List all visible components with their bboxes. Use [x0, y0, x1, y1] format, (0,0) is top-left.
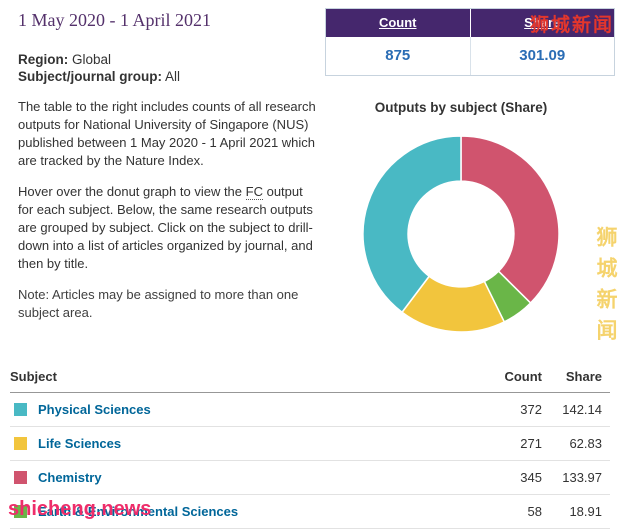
donut-segment-chemistry[interactable] [460, 135, 560, 305]
subject-color-swatch [14, 505, 27, 518]
date-range-heading: 1 May 2020 - 1 April 2021 [18, 10, 211, 30]
subject-cell: Earth & Environmental Sciences [10, 494, 490, 529]
subject-link[interactable]: Life Sciences [38, 436, 122, 451]
subject-link[interactable]: Chemistry [38, 470, 102, 485]
subject-count: 345 [490, 460, 550, 495]
subject-cell: Chemistry [10, 460, 490, 495]
subject-count: 271 [490, 426, 550, 461]
description-panel: 1 May 2020 - 1 April 2021 Region: Global… [18, 10, 316, 322]
subject-count: 58 [490, 494, 550, 529]
subject-group-label: Subject/journal group: [18, 69, 162, 84]
column-header-count: Count [490, 364, 550, 393]
table-row: Earth & Environmental Sciences 58 18.91 [10, 494, 610, 529]
subject-share: 62.83 [550, 426, 610, 461]
subject-group-value: All [165, 69, 181, 84]
subject-color-swatch [14, 437, 27, 450]
watermark-side-vertical: 狮城新闻 [594, 226, 617, 350]
subject-share: 142.14 [550, 392, 610, 427]
subject-share: 18.91 [550, 494, 610, 529]
watermark-top-right: 狮城新闻 [529, 15, 614, 36]
column-header-subject: Subject [10, 364, 490, 393]
summary-header-share: Share [469, 9, 615, 37]
paragraph-2-end: output for each subject. Below, the same… [18, 184, 313, 271]
subject-count: 372 [490, 392, 550, 427]
region-value: Global [72, 52, 112, 67]
region-label: Region: [18, 52, 69, 67]
table-row: Physical Sciences 372 142.14 [10, 392, 610, 427]
fc-abbreviation: FC [245, 184, 263, 200]
share-header-label: Share [524, 15, 561, 30]
summary-header-count: Count [326, 9, 470, 37]
subject-share: 133.97 [550, 460, 610, 495]
subject-link[interactable]: Physical Sciences [38, 402, 151, 417]
subject-color-swatch [14, 403, 27, 416]
note-text: Note: Articles may be assigned to more t… [18, 287, 299, 320]
donut-chart-svg [362, 135, 560, 333]
description-paragraph-2: Hover over the donut graph to view the F… [18, 183, 316, 273]
count-header-label: Count [378, 15, 417, 30]
description-paragraph-1: The table to the right includes counts o… [18, 99, 316, 168]
region-line: Region: Global [18, 51, 316, 68]
column-header-share: Share [550, 364, 610, 393]
donut-chart-title: Outputs by subject (Share) [374, 100, 548, 115]
donut-segment-physical-sciences[interactable] [362, 135, 462, 314]
summary-share-value: 301.09 [469, 37, 615, 75]
summary-header-row: Count Share [326, 9, 614, 37]
subject-color-swatch [14, 471, 27, 484]
donut-chart [360, 133, 562, 335]
paragraph-2-start: Hover over the donut graph to view the [18, 184, 246, 199]
subject-group-line: Subject/journal group: All [18, 68, 316, 85]
table-row: Life Sciences 271 62.83 [10, 426, 610, 461]
table-row: Chemistry 345 133.97 [10, 460, 610, 495]
watermark-bottom-left: shicheng.news [8, 498, 152, 520]
summary-table: Count Share 875 301.09 [325, 8, 615, 76]
subject-link[interactable]: Earth & Environmental Sciences [38, 504, 239, 519]
subject-cell: Life Sciences [10, 426, 490, 461]
summary-value-row: 875 301.09 [326, 37, 614, 75]
summary-count-value: 875 [385, 47, 411, 64]
subject-cell: Physical Sciences [10, 392, 490, 427]
subject-table: Subject Count Share Physical Sciences 372… [10, 364, 610, 529]
subject-table-header-row: Subject Count Share [10, 364, 610, 393]
